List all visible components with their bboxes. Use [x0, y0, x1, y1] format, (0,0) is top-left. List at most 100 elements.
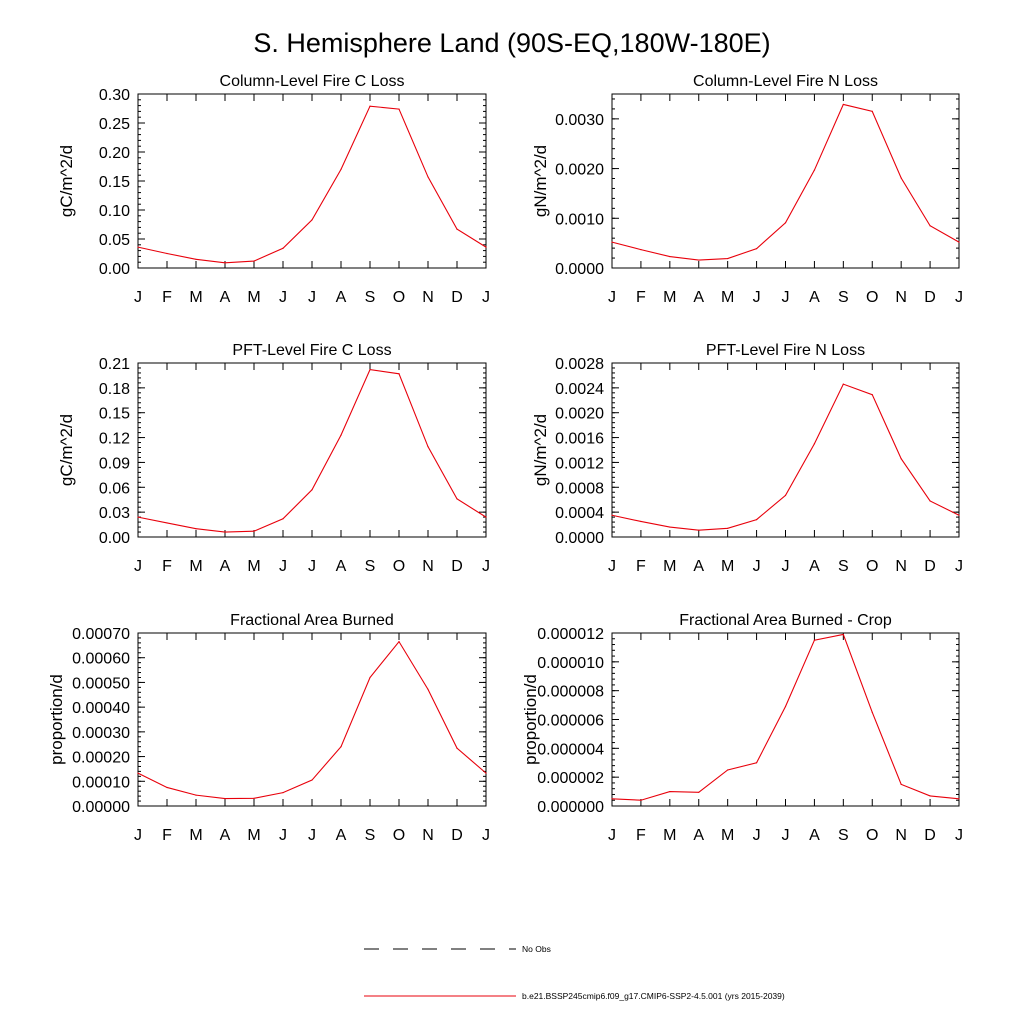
- x-tick-label: S: [838, 827, 849, 844]
- legend-label: No Obs: [522, 944, 551, 954]
- x-tick-label: S: [365, 827, 376, 844]
- x-tick-label: O: [866, 827, 878, 844]
- x-tick-label: A: [809, 289, 820, 306]
- x-tick-label: A: [693, 289, 704, 306]
- data-point: [958, 241, 960, 243]
- x-tick-label: D: [451, 558, 463, 575]
- plot-frame: [611, 362, 960, 538]
- y-tick-label: 0.0010: [555, 211, 604, 228]
- data-point: [369, 369, 371, 371]
- x-tick-label: A: [809, 827, 820, 844]
- data-point: [166, 786, 168, 789]
- y-tick-label: 0.000002: [537, 770, 604, 787]
- x-tick-label: J: [482, 558, 490, 575]
- data-point: [640, 520, 642, 523]
- x-tick-label: A: [220, 827, 231, 844]
- data-point: [485, 772, 487, 774]
- data-point: [456, 498, 458, 500]
- y-tick-label: 0.0004: [555, 505, 604, 522]
- x-tick-label: M: [247, 827, 260, 844]
- y-tick-label: 0.0012: [555, 455, 604, 472]
- data-point: [755, 762, 758, 764]
- y-tick-label: 0.00: [99, 261, 130, 278]
- plot-frame: [611, 93, 960, 269]
- data-point: [755, 248, 758, 250]
- x-tick-label: J: [782, 289, 790, 306]
- y-axis-label: gN/m^2/d: [531, 145, 550, 217]
- chart-title: PFT-Level Fire N Loss: [706, 342, 865, 359]
- data-point: [282, 792, 284, 794]
- y-axis-label: gC/m^2/d: [57, 414, 76, 486]
- y-tick-label: 0.06: [99, 480, 130, 497]
- series-line-1: [137, 369, 487, 533]
- x-tick-label: N: [895, 289, 907, 306]
- legend: No Obs b.e21.BSSP245cmip6.f09_g17.CMIP6-S…: [364, 944, 785, 1001]
- data-point: [958, 514, 960, 516]
- y-tick-label: 0.10: [99, 203, 130, 220]
- data-point: [427, 176, 429, 178]
- data-point: [871, 110, 873, 112]
- y-tick-label: 0.0000: [555, 261, 604, 278]
- x-tick-label: F: [162, 289, 172, 306]
- data-point: [813, 443, 816, 445]
- data-point: [311, 779, 313, 781]
- x-tick-label: S: [838, 289, 849, 306]
- x-tick-label: A: [693, 827, 704, 844]
- data-point: [224, 531, 226, 533]
- plot-frame: [137, 362, 487, 538]
- data-point: [195, 794, 197, 796]
- x-tick-label: N: [895, 827, 907, 844]
- x-tick-label: J: [753, 289, 761, 306]
- y-axis-label: proportion/d: [47, 674, 66, 765]
- legend-item-1: No Obs: [364, 944, 551, 954]
- data-point: [813, 169, 816, 171]
- data-point: [698, 791, 700, 793]
- x-tick-label: F: [162, 827, 172, 844]
- data-point: [611, 514, 613, 516]
- y-tick-label: 0.00000: [72, 799, 130, 816]
- x-tick-label: J: [279, 827, 287, 844]
- x-tick-label: A: [809, 558, 820, 575]
- x-tick-label: J: [782, 558, 790, 575]
- chart-panel-3: PFT-Level Fire C Loss gC/m^2/d 0.00 0.03 0.0…: [57, 342, 490, 575]
- x-tick-label: J: [134, 558, 142, 575]
- x-tick-label: M: [189, 558, 202, 575]
- y-tick-label: 0.00030: [72, 725, 130, 742]
- chart-title: PFT-Level Fire C Loss: [232, 342, 391, 359]
- data-point: [640, 249, 642, 251]
- x-tick-label: J: [608, 289, 616, 306]
- data-point: [958, 798, 960, 800]
- data-point: [340, 168, 342, 170]
- chart-panel-4: PFT-Level Fire N Loss gN/m^2/d 0.0000 0.000…: [531, 342, 963, 575]
- data-point: [311, 219, 313, 221]
- data-point: [900, 177, 902, 179]
- data-point: [755, 519, 758, 521]
- x-tick-label: M: [189, 289, 202, 306]
- y-tick-label: 0.0024: [555, 381, 604, 398]
- x-tick-label: S: [838, 558, 849, 575]
- data-point: [485, 516, 487, 518]
- chart-title: Column-Level Fire C Loss: [220, 73, 405, 90]
- x-tick-label: O: [866, 289, 878, 306]
- x-tick-label: J: [134, 827, 142, 844]
- y-tick-label: 0.25: [99, 116, 130, 133]
- x-tick-label: D: [924, 558, 936, 575]
- data-point: [485, 246, 487, 248]
- x-tick-label: J: [308, 558, 316, 575]
- data-point: [311, 489, 313, 491]
- series-line-1: [137, 105, 487, 264]
- x-tick-label: S: [365, 289, 376, 306]
- x-tick-label: A: [220, 558, 231, 575]
- y-tick-label: 0.03: [99, 505, 130, 522]
- data-point: [900, 783, 902, 785]
- data-point: [698, 529, 700, 531]
- x-tick-label: J: [308, 827, 316, 844]
- data-point: [727, 257, 729, 260]
- data-point: [340, 434, 342, 436]
- data-point: [398, 373, 400, 375]
- x-tick-label: D: [924, 289, 936, 306]
- data-point: [398, 108, 400, 110]
- x-tick-label: A: [336, 558, 347, 575]
- data-point: [253, 260, 255, 262]
- chart-title: Fractional Area Burned - Crop: [679, 612, 892, 629]
